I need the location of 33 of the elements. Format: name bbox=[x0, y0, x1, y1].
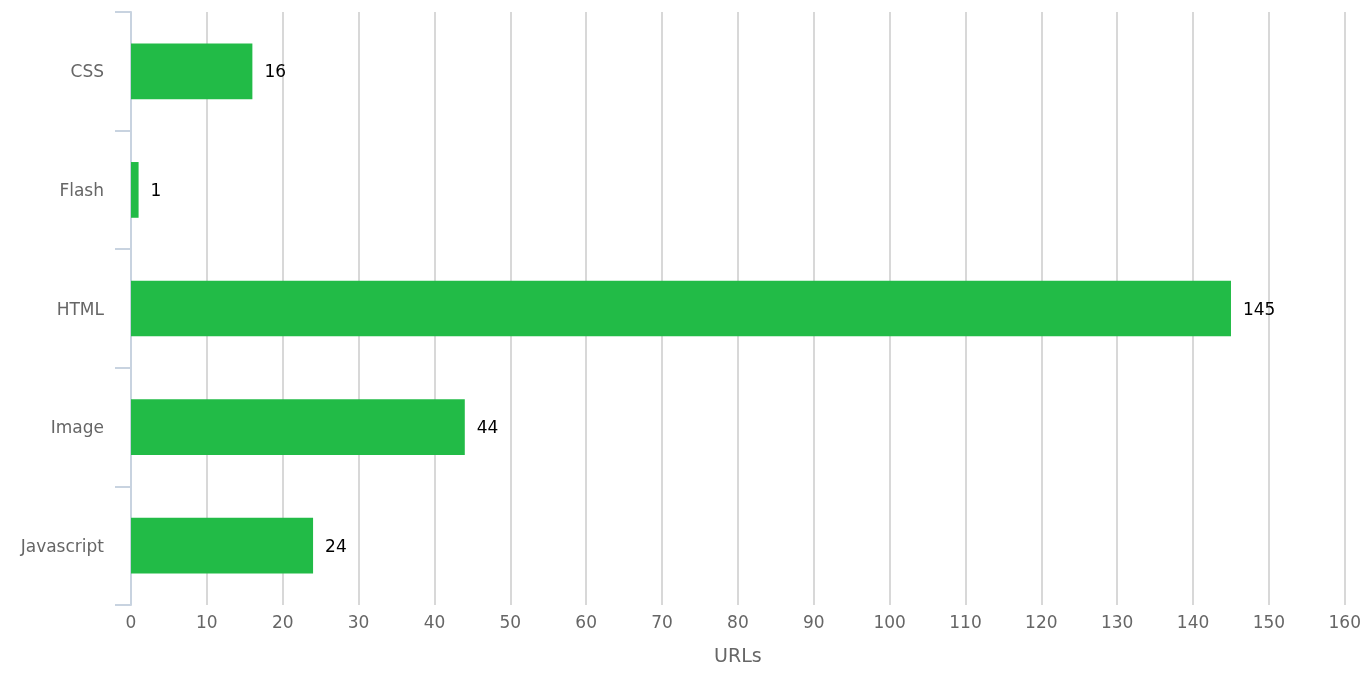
x-tick-label: 120 bbox=[1025, 611, 1058, 632]
x-tick-label: 20 bbox=[271, 611, 294, 632]
x-tick-label: 80 bbox=[727, 611, 749, 632]
y-tick-label: CSS bbox=[70, 61, 104, 82]
x-tick-label: 130 bbox=[1100, 611, 1134, 632]
x-tick-label: 140 bbox=[1176, 611, 1210, 632]
y-tick-label: HTML bbox=[56, 298, 105, 319]
y-tick-label: Flash bbox=[59, 179, 104, 200]
x-tick-label: 160 bbox=[1328, 611, 1361, 632]
data-label: 44 bbox=[476, 417, 499, 438]
data-label: 16 bbox=[264, 61, 287, 82]
bar bbox=[131, 399, 465, 455]
x-tick-label: 110 bbox=[949, 611, 982, 632]
x-tick-label: 40 bbox=[423, 611, 446, 632]
bar bbox=[131, 280, 1231, 337]
x-tick-label: 0 bbox=[125, 611, 137, 632]
x-tick-label: 60 bbox=[575, 611, 597, 632]
x-axis-title: URLs bbox=[714, 643, 762, 666]
data-label: 1 bbox=[150, 179, 162, 200]
y-tick-label: Javascript bbox=[19, 535, 105, 556]
x-tick-label: 100 bbox=[873, 611, 906, 632]
data-label: 145 bbox=[1242, 298, 1276, 319]
data-label: 24 bbox=[325, 535, 347, 556]
x-tick-label: 50 bbox=[499, 611, 522, 632]
x-tick-label: 70 bbox=[651, 611, 673, 632]
x-tick-label: 90 bbox=[802, 611, 825, 632]
bar bbox=[131, 517, 314, 574]
bar bbox=[131, 162, 139, 218]
x-tick-label: 10 bbox=[196, 611, 218, 632]
bar bbox=[131, 43, 253, 100]
x-tick-label: 150 bbox=[1252, 611, 1286, 632]
x-tick-label: 30 bbox=[347, 611, 370, 632]
y-tick-label: Image bbox=[50, 417, 104, 438]
